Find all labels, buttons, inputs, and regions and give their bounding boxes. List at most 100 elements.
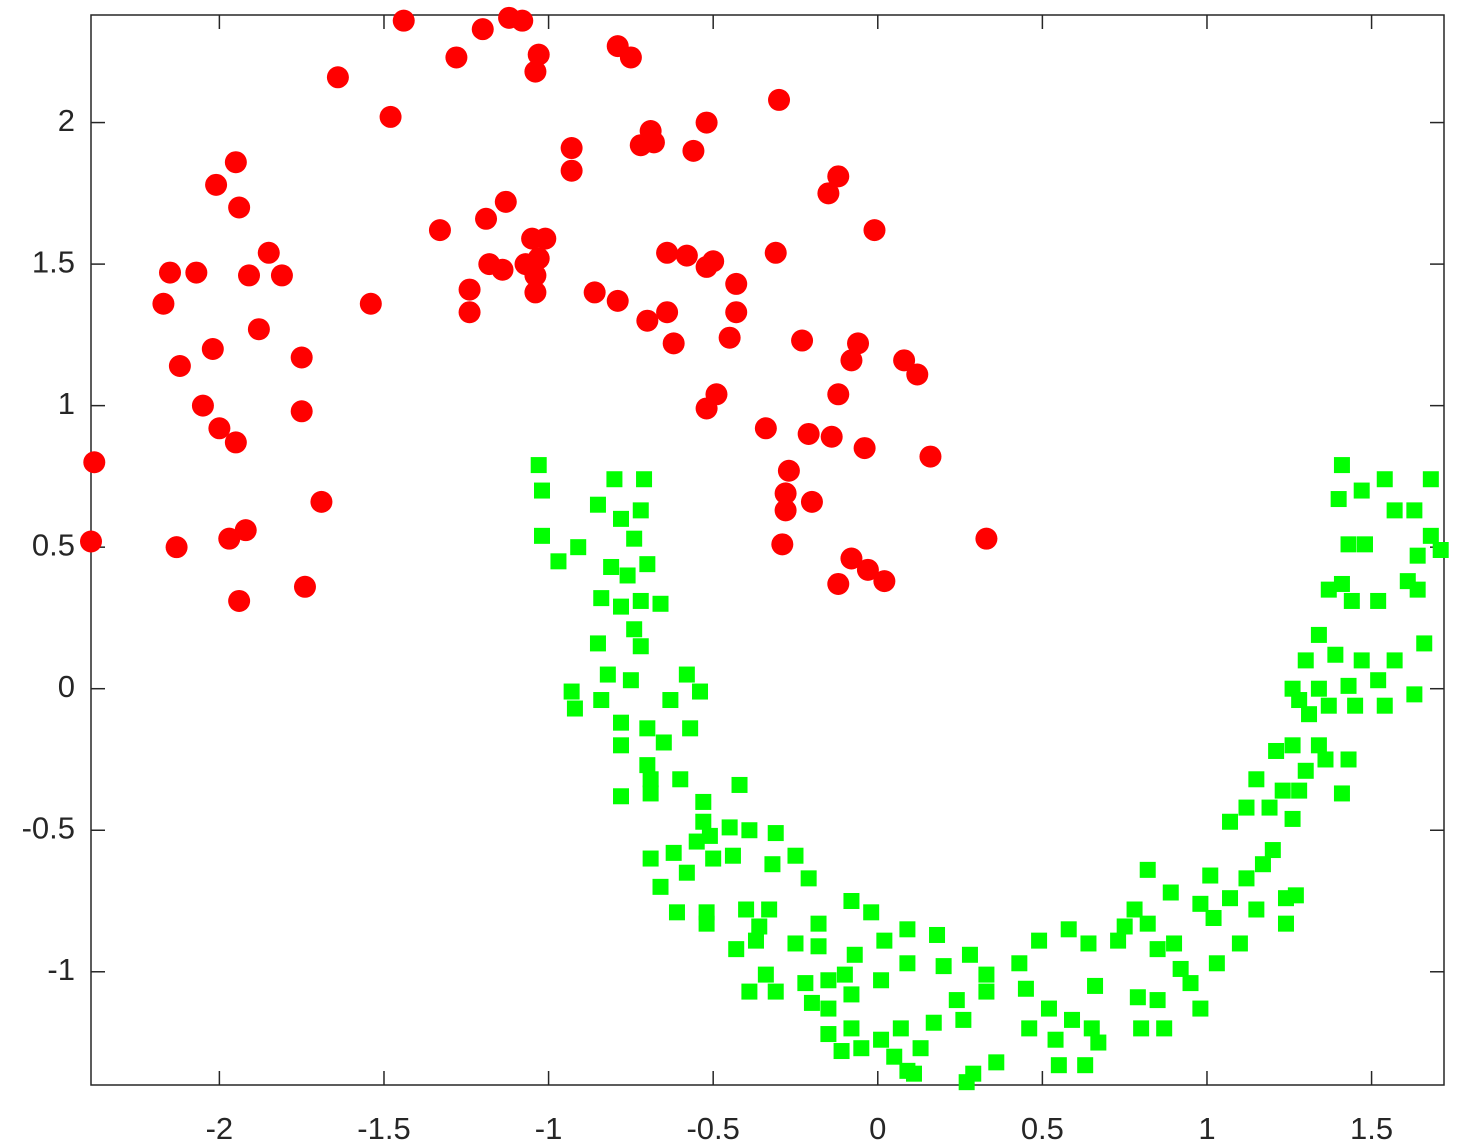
point	[534, 227, 557, 250]
point	[603, 558, 620, 575]
point	[1310, 626, 1327, 643]
point	[1301, 706, 1318, 723]
point	[1192, 1000, 1209, 1017]
point	[1090, 1034, 1107, 1051]
point	[1284, 810, 1301, 827]
point	[1277, 915, 1294, 932]
point	[1011, 955, 1028, 972]
point	[1264, 842, 1281, 859]
point	[965, 1065, 982, 1082]
point	[379, 105, 402, 128]
point	[629, 134, 652, 157]
point	[948, 992, 965, 1009]
point	[1333, 575, 1350, 592]
y-tick-label: 0.5	[32, 527, 75, 562]
point	[728, 941, 745, 958]
point	[511, 9, 534, 32]
point	[1340, 751, 1357, 768]
point	[1333, 457, 1350, 474]
point	[619, 46, 642, 69]
point	[491, 258, 514, 281]
point	[1310, 737, 1327, 754]
point	[1327, 646, 1344, 663]
point	[652, 878, 669, 895]
point	[1139, 861, 1156, 878]
point	[767, 825, 784, 842]
point	[1274, 782, 1291, 799]
point	[205, 173, 228, 196]
point	[1222, 890, 1239, 907]
point	[471, 18, 494, 41]
point	[613, 737, 630, 754]
point	[662, 692, 679, 709]
point	[632, 638, 649, 655]
point	[668, 904, 685, 921]
point	[678, 864, 695, 881]
point	[1370, 672, 1387, 689]
point	[1126, 901, 1143, 918]
point	[1254, 856, 1271, 873]
point	[886, 1048, 903, 1065]
point	[1356, 536, 1373, 553]
point	[797, 422, 820, 445]
point	[1248, 771, 1265, 788]
x-tick-label: 0.5	[1021, 1111, 1064, 1146]
point	[1376, 471, 1393, 488]
point	[1422, 527, 1439, 544]
point	[1340, 677, 1357, 694]
point	[767, 983, 784, 1000]
point	[458, 301, 481, 324]
point	[632, 502, 649, 519]
point	[1284, 737, 1301, 754]
point	[988, 1054, 1005, 1071]
point	[820, 1000, 837, 1017]
point	[820, 972, 837, 989]
point	[1353, 482, 1370, 499]
point	[1343, 592, 1360, 609]
point	[1317, 751, 1334, 768]
point	[1310, 680, 1327, 697]
point	[757, 966, 774, 983]
point	[527, 43, 550, 66]
point	[873, 972, 890, 989]
point	[899, 921, 916, 938]
point	[534, 527, 550, 544]
point	[524, 264, 547, 287]
point	[257, 241, 280, 264]
point	[639, 757, 656, 774]
point	[1110, 932, 1127, 949]
point	[682, 720, 699, 737]
point	[1149, 992, 1166, 1009]
point	[1047, 1031, 1064, 1048]
point	[1208, 955, 1225, 972]
point	[1060, 921, 1077, 938]
point	[165, 536, 188, 559]
point	[846, 946, 863, 963]
point	[238, 264, 261, 287]
y-tick-label: -0.5	[22, 810, 75, 845]
point	[935, 958, 952, 975]
point	[1031, 932, 1048, 949]
point	[847, 332, 870, 355]
point	[589, 496, 606, 513]
point	[1156, 1020, 1173, 1037]
point	[599, 666, 616, 683]
point	[853, 437, 876, 460]
point	[695, 813, 712, 830]
point	[695, 111, 718, 134]
point	[672, 771, 689, 788]
point	[655, 734, 672, 751]
point	[626, 530, 643, 547]
point	[1231, 935, 1248, 952]
point	[218, 527, 241, 550]
point	[912, 1040, 929, 1057]
point	[1017, 980, 1034, 997]
point	[955, 1011, 972, 1028]
point	[741, 983, 758, 1000]
point	[695, 397, 718, 420]
point	[833, 1043, 850, 1060]
point	[1422, 471, 1439, 488]
point	[566, 700, 583, 717]
plot-area	[90, 14, 1445, 1086]
point	[1162, 884, 1179, 901]
